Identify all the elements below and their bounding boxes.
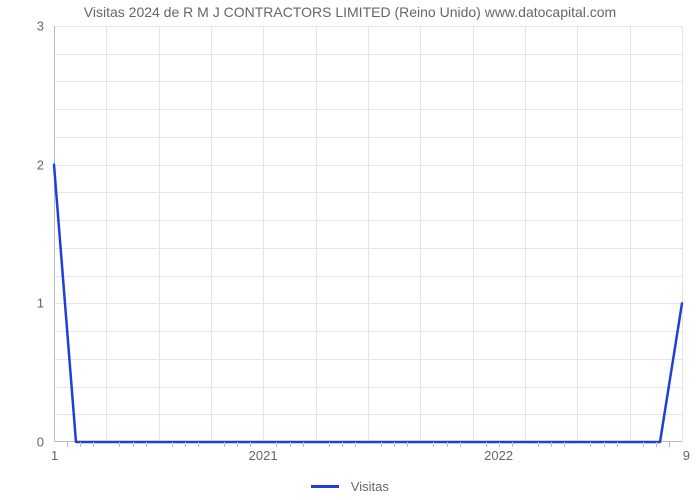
plot-area: 01232021202219: [54, 26, 682, 442]
x-minor-tick: [342, 442, 343, 447]
x-minor-tick: [250, 442, 251, 447]
legend: Visitas: [0, 478, 700, 494]
x-minor-tick: [237, 442, 238, 447]
x-minor-tick: [407, 442, 408, 447]
y-tick-label: 3: [37, 19, 44, 34]
x-minor-tick: [381, 442, 382, 447]
legend-swatch: [311, 485, 339, 488]
x-minor-tick: [460, 442, 461, 447]
x-minor-tick: [590, 442, 591, 447]
x-tick-label: 2021: [249, 448, 278, 463]
x-minor-tick: [551, 442, 552, 447]
y-tick-label: 1: [37, 296, 44, 311]
x-minor-tick: [656, 442, 657, 447]
chart-title: Visitas 2024 de R M J CONTRACTORS LIMITE…: [0, 4, 700, 20]
x-minor-tick: [643, 442, 644, 447]
y-tick-label: 0: [37, 435, 44, 450]
x-minor-tick: [198, 442, 199, 447]
x-minor-tick: [80, 442, 81, 447]
x-minor-tick: [290, 442, 291, 447]
x-minor-tick: [329, 442, 330, 447]
x-tick-label: 2022: [484, 448, 513, 463]
x-minor-tick: [303, 442, 304, 447]
x-minor-tick: [433, 442, 434, 447]
x-end-label-right: 9: [683, 448, 690, 463]
x-minor-tick: [394, 442, 395, 447]
legend-label: Visitas: [351, 479, 389, 494]
x-minor-tick: [538, 442, 539, 447]
x-minor-tick: [224, 442, 225, 447]
x-minor-tick: [604, 442, 605, 447]
line-series: [54, 26, 682, 442]
x-minor-tick: [355, 442, 356, 447]
x-minor-tick: [67, 442, 68, 447]
x-minor-tick: [133, 442, 134, 447]
x-minor-tick: [486, 442, 487, 447]
x-minor-tick: [276, 442, 277, 447]
x-minor-tick: [669, 442, 670, 447]
x-end-label-left: 1: [51, 448, 58, 463]
x-minor-tick: [512, 442, 513, 447]
x-minor-tick: [447, 442, 448, 447]
x-minor-tick: [564, 442, 565, 447]
x-minor-tick: [93, 442, 94, 447]
y-tick-label: 2: [37, 157, 44, 172]
x-minor-tick: [172, 442, 173, 447]
x-minor-tick: [119, 442, 120, 447]
x-minor-tick: [499, 442, 500, 447]
x-minor-tick: [185, 442, 186, 447]
chart-container: Visitas 2024 de R M J CONTRACTORS LIMITE…: [0, 0, 700, 500]
x-minor-tick: [146, 442, 147, 447]
x-minor-tick: [617, 442, 618, 447]
gridline-v: [682, 26, 683, 442]
